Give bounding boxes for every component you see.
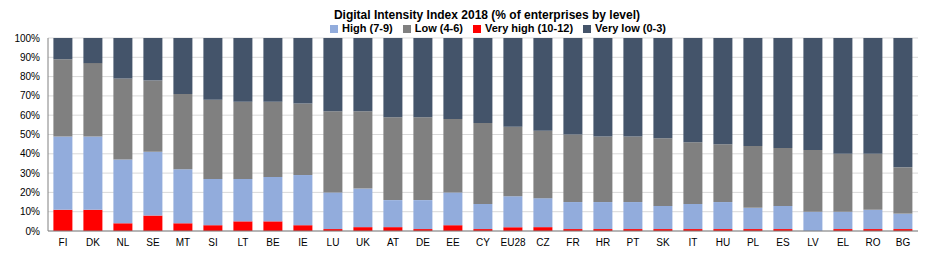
svg-text:70%: 70%	[20, 90, 40, 101]
html-text:Very low (0-3): Very low (0-3)	[595, 22, 666, 34]
svg-text:10%: 10%	[20, 206, 40, 217]
svg-text:IT: IT	[689, 237, 698, 248]
svg-text:CZ: CZ	[536, 237, 549, 248]
svg-text:DK: DK	[86, 237, 100, 248]
svg-text:HU: HU	[716, 237, 730, 248]
svg-text:SK: SK	[656, 237, 670, 248]
svg-text:MT: MT	[176, 237, 190, 248]
svg-text:40%: 40%	[20, 148, 40, 159]
svg-text:BG: BG	[896, 237, 911, 248]
html-text:Digital Intensity Index 2018 (: Digital Intensity Index 2018 (% of enter…	[333, 8, 640, 22]
svg-text:AT: AT	[387, 237, 399, 248]
svg-text:90%: 90%	[20, 52, 40, 63]
svg-text:CY: CY	[476, 237, 490, 248]
svg-text:EU28: EU28	[500, 237, 525, 248]
svg-text:LU: LU	[327, 237, 340, 248]
svg-text:HR: HR	[596, 237, 610, 248]
html-text:High (7-9): High (7-9)	[342, 22, 393, 34]
svg-text:PT: PT	[627, 237, 640, 248]
svg-text:80%: 80%	[20, 71, 40, 82]
svg-text:IE: IE	[298, 237, 308, 248]
svg-text:NL: NL	[117, 237, 130, 248]
svg-text:50%: 50%	[20, 129, 40, 140]
svg-text:EL: EL	[837, 237, 850, 248]
svg-text:60%: 60%	[20, 110, 40, 121]
svg-text:EE: EE	[446, 237, 460, 248]
svg-text:100%: 100%	[14, 33, 40, 44]
svg-text:30%: 30%	[20, 168, 40, 179]
svg-text:RO: RO	[866, 237, 881, 248]
svg-text:UK: UK	[356, 237, 370, 248]
svg-text:FI: FI	[59, 237, 68, 248]
svg-text:DE: DE	[416, 237, 430, 248]
svg-text:LV: LV	[807, 237, 819, 248]
svg-text:SE: SE	[146, 237, 160, 248]
svg-text:PL: PL	[747, 237, 760, 248]
svg-text:20%: 20%	[20, 187, 40, 198]
svg-text:SI: SI	[208, 237, 217, 248]
svg-text:FR: FR	[566, 237, 579, 248]
html-text:Low (4-6): Low (4-6)	[414, 22, 463, 34]
html-text:Very high (10-12): Very high (10-12)	[485, 22, 574, 34]
svg-text:LT: LT	[238, 237, 249, 248]
svg-text:ES: ES	[776, 237, 790, 248]
svg-text:BE: BE	[266, 237, 280, 248]
svg-text:0%: 0%	[26, 226, 41, 237]
